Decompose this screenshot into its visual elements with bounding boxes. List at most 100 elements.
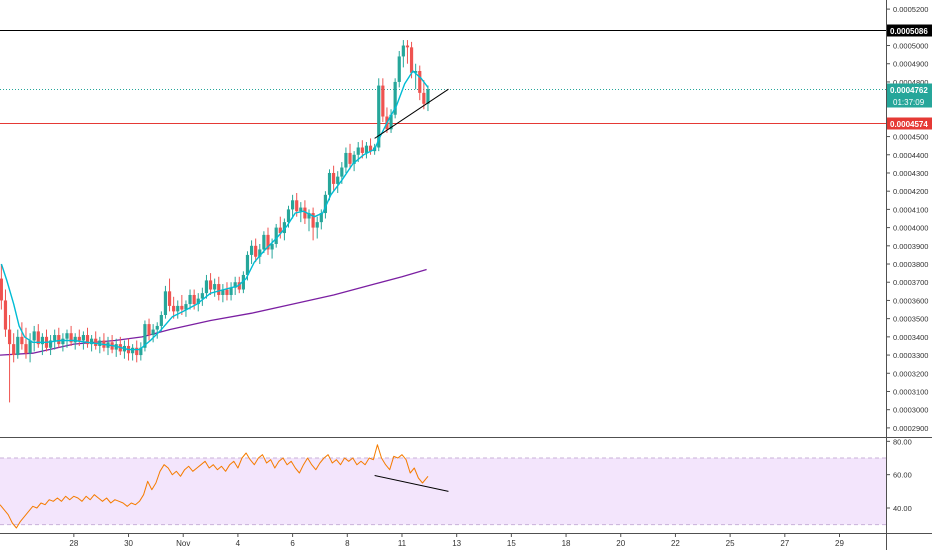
candle-body — [241, 274, 245, 290]
candle-body — [73, 336, 77, 343]
candle-body — [348, 152, 352, 164]
price-tick-label: 0.0005000 — [893, 42, 928, 51]
time-tick-label: 22 — [671, 539, 680, 548]
candle-body — [254, 245, 258, 257]
candle-body — [151, 329, 155, 336]
candle-body — [426, 89, 430, 104]
time-tick-label: 4 — [236, 539, 241, 548]
price-tick-label: 0.0004000 — [893, 224, 928, 233]
price-trendline-segment[interactable] — [374, 88, 449, 139]
price-tick-label: 0.0003900 — [893, 242, 928, 251]
candle-body — [266, 234, 270, 250]
candle-body — [94, 338, 98, 346]
candle-body — [20, 336, 24, 345]
candle-body — [270, 243, 274, 250]
slow-ma-line — [0, 268, 427, 356]
horizontal-lines — [0, 30, 886, 124]
rsi-tick-label: 40.00 — [893, 504, 912, 513]
candle-body — [278, 227, 282, 234]
candle-body — [262, 234, 266, 250]
time-tick-label: 28 — [69, 539, 78, 548]
time-tick-label: 29 — [835, 539, 844, 548]
last-price-label: 0.0004762 — [890, 86, 928, 95]
candle-body — [290, 200, 295, 210]
candle-body — [282, 222, 286, 234]
candle-body — [360, 147, 364, 153]
candle-body — [3, 300, 8, 330]
rsi-axis[interactable]: 80.00 60.00 40.00 — [886, 437, 912, 513]
candle-body — [196, 298, 200, 305]
candle-body — [393, 81, 397, 115]
time-tick-label: Nov — [176, 539, 190, 548]
candle-body — [53, 335, 57, 341]
candle-body — [352, 154, 356, 164]
rsi-trendline-segment[interactable] — [374, 475, 449, 492]
candle-body — [356, 147, 360, 155]
candle-body — [135, 347, 139, 356]
price-axis[interactable]: 0.0002900 0.0003000 0.0003100 0.0003200 0.00… — [886, 5, 928, 433]
rsi-tick-label: 80.00 — [893, 437, 912, 446]
candle-body — [327, 172, 332, 195]
price-tick-label: 0.0003700 — [893, 278, 928, 287]
time-tick-label: 27 — [780, 539, 789, 548]
candle-body — [217, 284, 221, 295]
price-trendline[interactable] — [374, 88, 449, 139]
candle-body — [143, 324, 147, 348]
candle-body — [0, 278, 3, 301]
time-tick-label: 30 — [124, 539, 133, 548]
candle-body — [237, 282, 241, 290]
rsi-series-line — [0, 444, 429, 529]
rsi-tick-label: 60.00 — [893, 471, 912, 480]
price-tick-label: 0.0003000 — [893, 406, 928, 415]
candle-body — [418, 71, 422, 93]
candle-body — [204, 280, 209, 294]
price-tick-label: 0.0004900 — [893, 60, 928, 69]
candle-body — [307, 213, 311, 219]
candle-body — [163, 291, 168, 316]
price-tick-label: 0.0003500 — [893, 315, 928, 324]
price-tick-label: 0.0003600 — [893, 296, 928, 305]
time-axis[interactable]: 28 30 Nov 4 6 8 11 13 15 18 20 22 25 27 29 — [69, 533, 845, 548]
candle-body — [299, 207, 303, 212]
candle-body — [381, 85, 385, 117]
rsi-line — [0, 444, 429, 529]
candle-body — [245, 254, 250, 275]
candle-body — [315, 222, 319, 228]
price-tick-label: 0.0004300 — [893, 169, 928, 178]
candle-body — [405, 45, 410, 48]
candle-body — [225, 289, 229, 295]
time-tick-label: 6 — [290, 539, 295, 548]
candle-body — [295, 200, 299, 212]
candle-body — [192, 294, 196, 305]
candle-body — [69, 333, 73, 343]
slow-moving-average — [0, 268, 427, 356]
price-tick-label: 0.0005200 — [893, 5, 928, 14]
candle-body — [36, 331, 40, 345]
price-tick-label: 0.0002900 — [893, 424, 928, 433]
time-tick-label: 15 — [507, 539, 516, 548]
candle-body — [229, 287, 233, 295]
support-label: 0.0004574 — [890, 120, 928, 129]
candle-body — [40, 336, 44, 345]
fast-ma-line — [0, 70, 429, 351]
candle-body — [274, 227, 278, 244]
candle-body — [81, 335, 86, 341]
candle-body — [397, 56, 401, 82]
candle-body — [221, 289, 225, 295]
rsi-trendline[interactable] — [374, 475, 449, 492]
candle-body — [184, 304, 188, 310]
candle-body — [77, 336, 81, 341]
price-tick-label: 0.0003200 — [893, 369, 928, 378]
price-labels: 0.0005086 0.0004762 01:37:09 0.0004574 — [887, 24, 932, 130]
candle-body — [48, 340, 53, 348]
candle-body — [303, 207, 307, 219]
candle-body — [180, 305, 184, 310]
candle-body — [155, 325, 159, 330]
candle-body — [61, 338, 65, 345]
rsi-band — [0, 458, 886, 525]
time-tick-label: 18 — [562, 539, 571, 548]
candle-body — [90, 338, 94, 345]
rsi-band-lines — [0, 457, 886, 526]
resistance-label-bg — [887, 24, 932, 37]
